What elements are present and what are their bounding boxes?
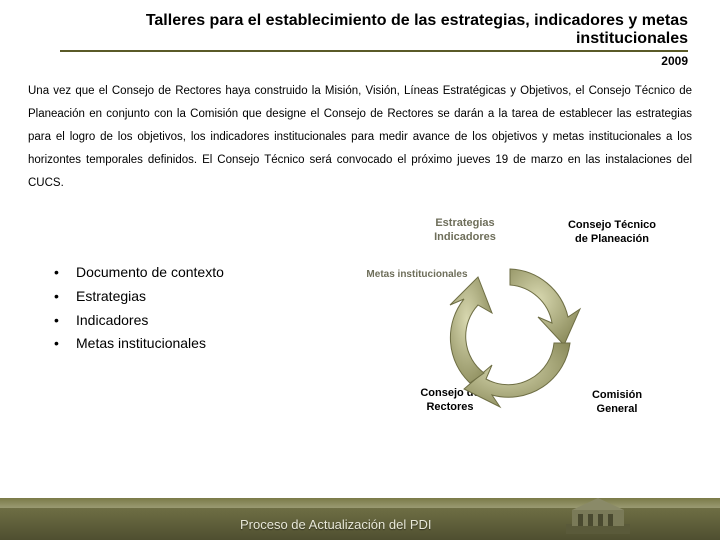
cycle-arrows-icon [430,255,590,415]
list-item: Metas institucionales [50,332,300,356]
list-item: Documento de contexto [50,261,300,285]
diagram-label-estrategias: Estrategias Indicadores [410,217,520,245]
diagram-label-consejo-tecnico: Consejo Técnico de Planeación [562,219,662,247]
body-paragraph: Una vez que el Consejo de Rectores haya … [0,76,720,203]
bullet-list: Documento de contexto Estrategias Indica… [20,213,300,443]
footer-main: Proceso de Actualización del PDI [0,508,720,540]
lower-section: Documento de contexto Estrategias Indica… [0,203,720,443]
year-label: 2009 [0,52,720,76]
cycle-diagram: Estrategias Indicadores Metas institucio… [300,213,708,443]
list-item: Indicadores [50,309,300,333]
footer-text: Proceso de Actualización del PDI [0,517,432,532]
building-icon [566,494,630,534]
page-title: Talleres para el establecimiento de las … [0,0,720,50]
footer-bar: Proceso de Actualización del PDI [0,498,720,540]
list-item: Estrategias [50,285,300,309]
